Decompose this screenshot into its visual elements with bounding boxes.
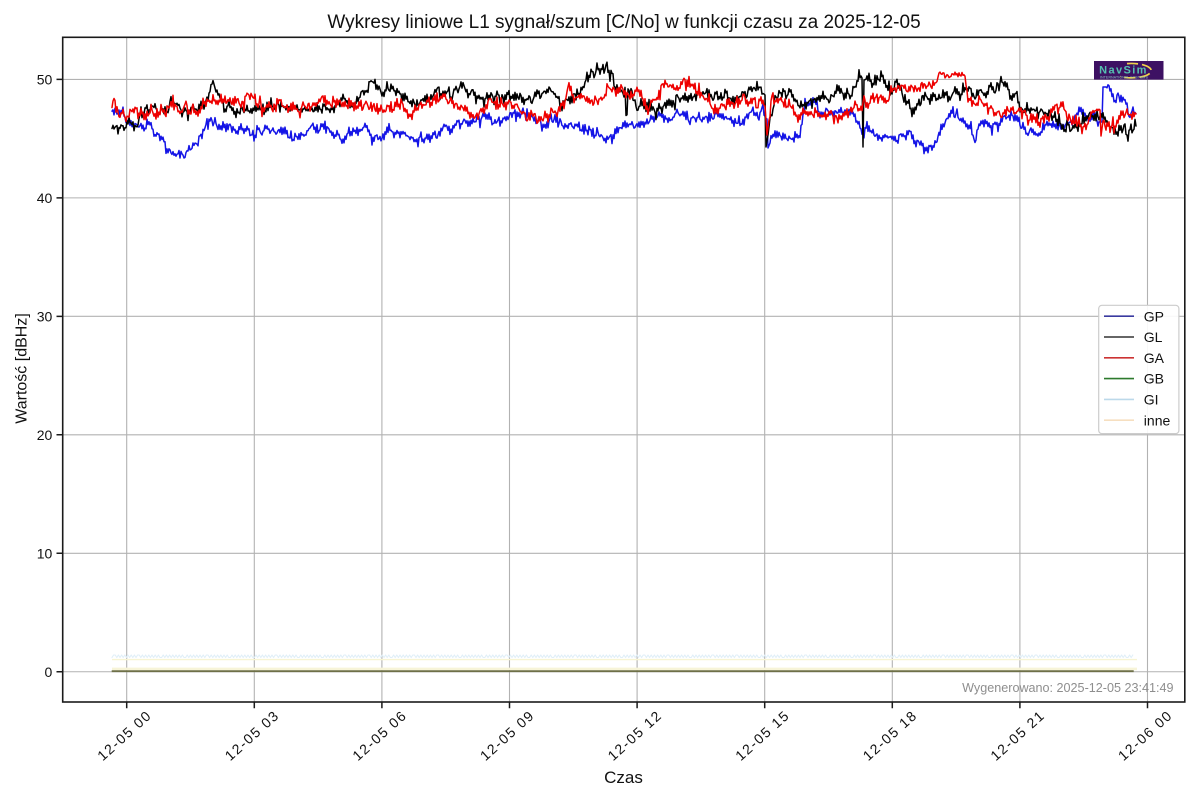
svg-text:20: 20	[37, 427, 53, 443]
svg-text:GL: GL	[1144, 329, 1163, 345]
svg-text:GA: GA	[1144, 350, 1165, 366]
svg-text:Czas: Czas	[604, 768, 643, 787]
svg-text:NavSim: NavSim	[1099, 65, 1148, 77]
svg-text:50: 50	[37, 72, 53, 88]
svg-text:Wartość [dBHz]: Wartość [dBHz]	[14, 313, 31, 424]
svg-text:Wykresy liniowe L1 sygnał/szum: Wykresy liniowe L1 sygnał/szum [C/No] w …	[327, 12, 920, 33]
svg-text:Wygenerowano: 2025-12-05 23:41: Wygenerowano: 2025-12-05 23:41:49	[962, 681, 1173, 695]
svg-text:0: 0	[45, 664, 53, 680]
svg-text:GP: GP	[1144, 308, 1164, 324]
svg-text:inne: inne	[1144, 412, 1171, 428]
svg-text:10: 10	[37, 545, 53, 561]
svg-text:INTERNATIONAL SYSTEMS: INTERNATIONAL SYSTEMS	[1100, 75, 1149, 79]
svg-text:30: 30	[37, 308, 53, 324]
svg-text:GI: GI	[1144, 392, 1159, 408]
svg-text:GB: GB	[1144, 371, 1164, 387]
svg-text:40: 40	[37, 190, 53, 206]
